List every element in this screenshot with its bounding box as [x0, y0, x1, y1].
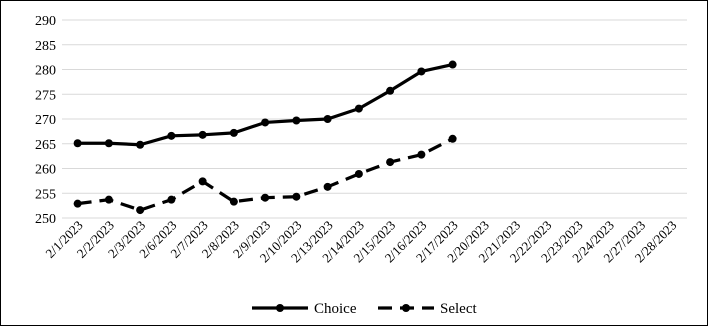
legend-marker-select — [402, 304, 410, 312]
data-point-select — [354, 169, 363, 178]
data-point-choice — [229, 128, 238, 137]
data-point-select — [386, 158, 395, 167]
data-point-select — [292, 192, 301, 201]
y-axis-ticks: 250 255 260 265 270 275 280 285 290 — [35, 14, 56, 227]
x-axis-ticks: 2/1/20232/2/20232/3/20232/6/20232/7/2023… — [42, 218, 679, 266]
y-tick-label: 265 — [35, 138, 56, 153]
legend: Choice Select — [252, 301, 477, 317]
data-point-select — [323, 182, 332, 191]
gridlines — [62, 19, 687, 219]
data-point-choice — [386, 86, 395, 95]
data-point-select — [229, 197, 238, 206]
y-tick-label: 260 — [35, 163, 56, 178]
data-point-select — [417, 150, 426, 159]
data-point-choice — [261, 118, 270, 127]
y-tick-label: 255 — [35, 187, 56, 202]
y-tick-label: 290 — [35, 14, 56, 29]
y-tick-label: 250 — [35, 212, 56, 227]
data-point-choice — [73, 139, 82, 148]
data-point-choice — [448, 60, 457, 69]
legend-marker-choice — [276, 304, 284, 312]
data-point-select — [73, 199, 82, 208]
data-point-choice — [167, 131, 176, 140]
data-point-select — [136, 206, 145, 215]
legend-label-choice: Choice — [314, 301, 357, 317]
data-point-choice — [323, 115, 332, 123]
data-point-select — [104, 195, 113, 204]
y-tick-label: 275 — [35, 88, 56, 103]
data-point-select — [198, 177, 207, 186]
data-point-choice — [136, 140, 145, 149]
legend-label-select: Select — [440, 301, 477, 317]
data-point-select — [261, 193, 270, 202]
data-point-select — [167, 195, 176, 204]
series-lines — [73, 60, 457, 215]
data-point-choice — [354, 104, 363, 113]
series-line-choice — [77, 62, 453, 147]
data-point-choice — [104, 139, 113, 148]
data-point-choice — [292, 116, 301, 125]
y-tick-label: 285 — [35, 39, 56, 54]
data-point-select — [448, 134, 457, 143]
data-point-choice — [417, 67, 426, 76]
data-point-choice — [198, 130, 207, 139]
y-tick-label: 280 — [35, 64, 56, 79]
y-tick-label: 270 — [35, 113, 56, 128]
